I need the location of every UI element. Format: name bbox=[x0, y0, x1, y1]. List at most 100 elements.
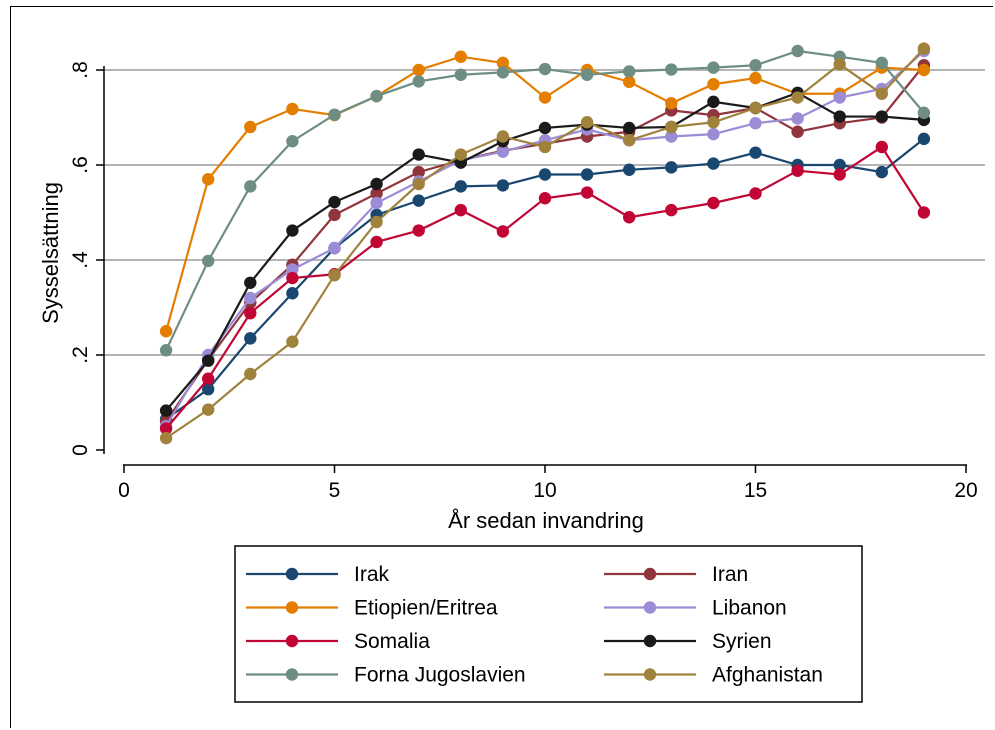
legend-marker bbox=[643, 601, 657, 614]
data-point bbox=[202, 372, 215, 385]
data-point bbox=[370, 187, 383, 200]
data-point bbox=[412, 194, 425, 207]
legend-marker bbox=[285, 668, 299, 681]
legend-label: Somalia bbox=[354, 630, 430, 653]
data-point bbox=[286, 271, 299, 285]
data-point bbox=[665, 130, 678, 143]
data-point bbox=[244, 180, 257, 193]
legend-label: Etiopien/Eritrea bbox=[354, 597, 498, 620]
legend-marker bbox=[643, 567, 657, 581]
data-point bbox=[244, 332, 257, 345]
data-point bbox=[791, 125, 804, 138]
series-line bbox=[165, 64, 925, 423]
data-point bbox=[328, 108, 341, 121]
y-tick-label: 0 bbox=[69, 444, 92, 456]
data-point bbox=[538, 140, 552, 154]
series-afghanistan bbox=[159, 42, 931, 445]
data-point bbox=[370, 215, 383, 229]
series-iran bbox=[159, 59, 931, 428]
data-point bbox=[707, 78, 720, 91]
x-tick-label: 5 bbox=[329, 479, 341, 502]
legend-item: Etiopien/Eritrea bbox=[246, 597, 498, 620]
data-point bbox=[286, 102, 299, 116]
data-point bbox=[875, 110, 888, 123]
data-point bbox=[538, 192, 552, 205]
data-point bbox=[749, 187, 762, 200]
data-point bbox=[580, 116, 594, 129]
data-point bbox=[749, 146, 762, 159]
data-point bbox=[286, 224, 299, 237]
data-point bbox=[833, 58, 846, 71]
data-point bbox=[412, 75, 425, 88]
data-point bbox=[244, 367, 257, 381]
data-point bbox=[454, 203, 467, 217]
data-point bbox=[412, 148, 425, 161]
data-point bbox=[875, 165, 888, 179]
data-point bbox=[875, 140, 888, 154]
legend-label: Afghanistan bbox=[712, 664, 823, 687]
data-point bbox=[496, 56, 510, 70]
figure-frame bbox=[10, 6, 993, 728]
data-point bbox=[454, 180, 467, 193]
data-point bbox=[496, 145, 510, 158]
legend-marker bbox=[285, 634, 299, 648]
data-point bbox=[665, 97, 678, 110]
series-line bbox=[165, 50, 925, 427]
data-point bbox=[791, 91, 804, 104]
data-point bbox=[875, 87, 888, 100]
data-point bbox=[665, 203, 678, 217]
data-point bbox=[538, 121, 552, 135]
legend-item: Iran bbox=[604, 563, 748, 586]
data-point bbox=[749, 117, 762, 130]
series-line bbox=[165, 145, 925, 430]
data-point bbox=[665, 161, 678, 174]
y-tick-label: .4 bbox=[69, 251, 92, 269]
data-point bbox=[707, 196, 720, 210]
data-point bbox=[833, 110, 846, 123]
legend-item: Syrien bbox=[604, 630, 772, 653]
data-point bbox=[707, 116, 720, 129]
data-point bbox=[328, 241, 341, 255]
data-point bbox=[496, 130, 510, 143]
data-point bbox=[286, 263, 299, 276]
data-point bbox=[202, 354, 215, 367]
legend-item: Afghanistan bbox=[604, 664, 823, 687]
y-tick-label: .2 bbox=[69, 346, 92, 364]
x-tick-label: 20 bbox=[954, 479, 977, 502]
data-point bbox=[328, 195, 341, 209]
series-line bbox=[165, 47, 925, 440]
data-point bbox=[159, 344, 173, 357]
legend-label: Libanon bbox=[712, 597, 787, 620]
data-point bbox=[665, 63, 678, 76]
data-point bbox=[370, 177, 383, 191]
data-point bbox=[328, 269, 341, 282]
data-point bbox=[244, 120, 257, 134]
data-point bbox=[159, 431, 173, 445]
data-point bbox=[707, 95, 720, 109]
data-point bbox=[917, 106, 931, 119]
data-point bbox=[538, 91, 552, 104]
data-point bbox=[623, 134, 636, 147]
data-point bbox=[833, 158, 846, 172]
data-point bbox=[749, 71, 762, 85]
data-point bbox=[707, 61, 720, 74]
data-point bbox=[496, 225, 510, 238]
data-point bbox=[412, 177, 425, 191]
data-point bbox=[538, 168, 552, 181]
data-point bbox=[538, 62, 552, 76]
legend-label: Irak bbox=[354, 563, 390, 586]
data-point bbox=[370, 89, 383, 103]
data-point bbox=[159, 325, 173, 338]
legend-marker bbox=[643, 634, 657, 648]
data-point bbox=[454, 68, 467, 81]
data-point bbox=[749, 101, 762, 115]
data-point bbox=[623, 75, 636, 89]
data-point bbox=[707, 127, 720, 141]
data-point bbox=[412, 63, 425, 77]
legend-label: Iran bbox=[712, 563, 748, 586]
legend-marker bbox=[285, 601, 299, 614]
data-point bbox=[202, 173, 215, 186]
data-point bbox=[917, 132, 931, 146]
data-point bbox=[749, 59, 762, 72]
